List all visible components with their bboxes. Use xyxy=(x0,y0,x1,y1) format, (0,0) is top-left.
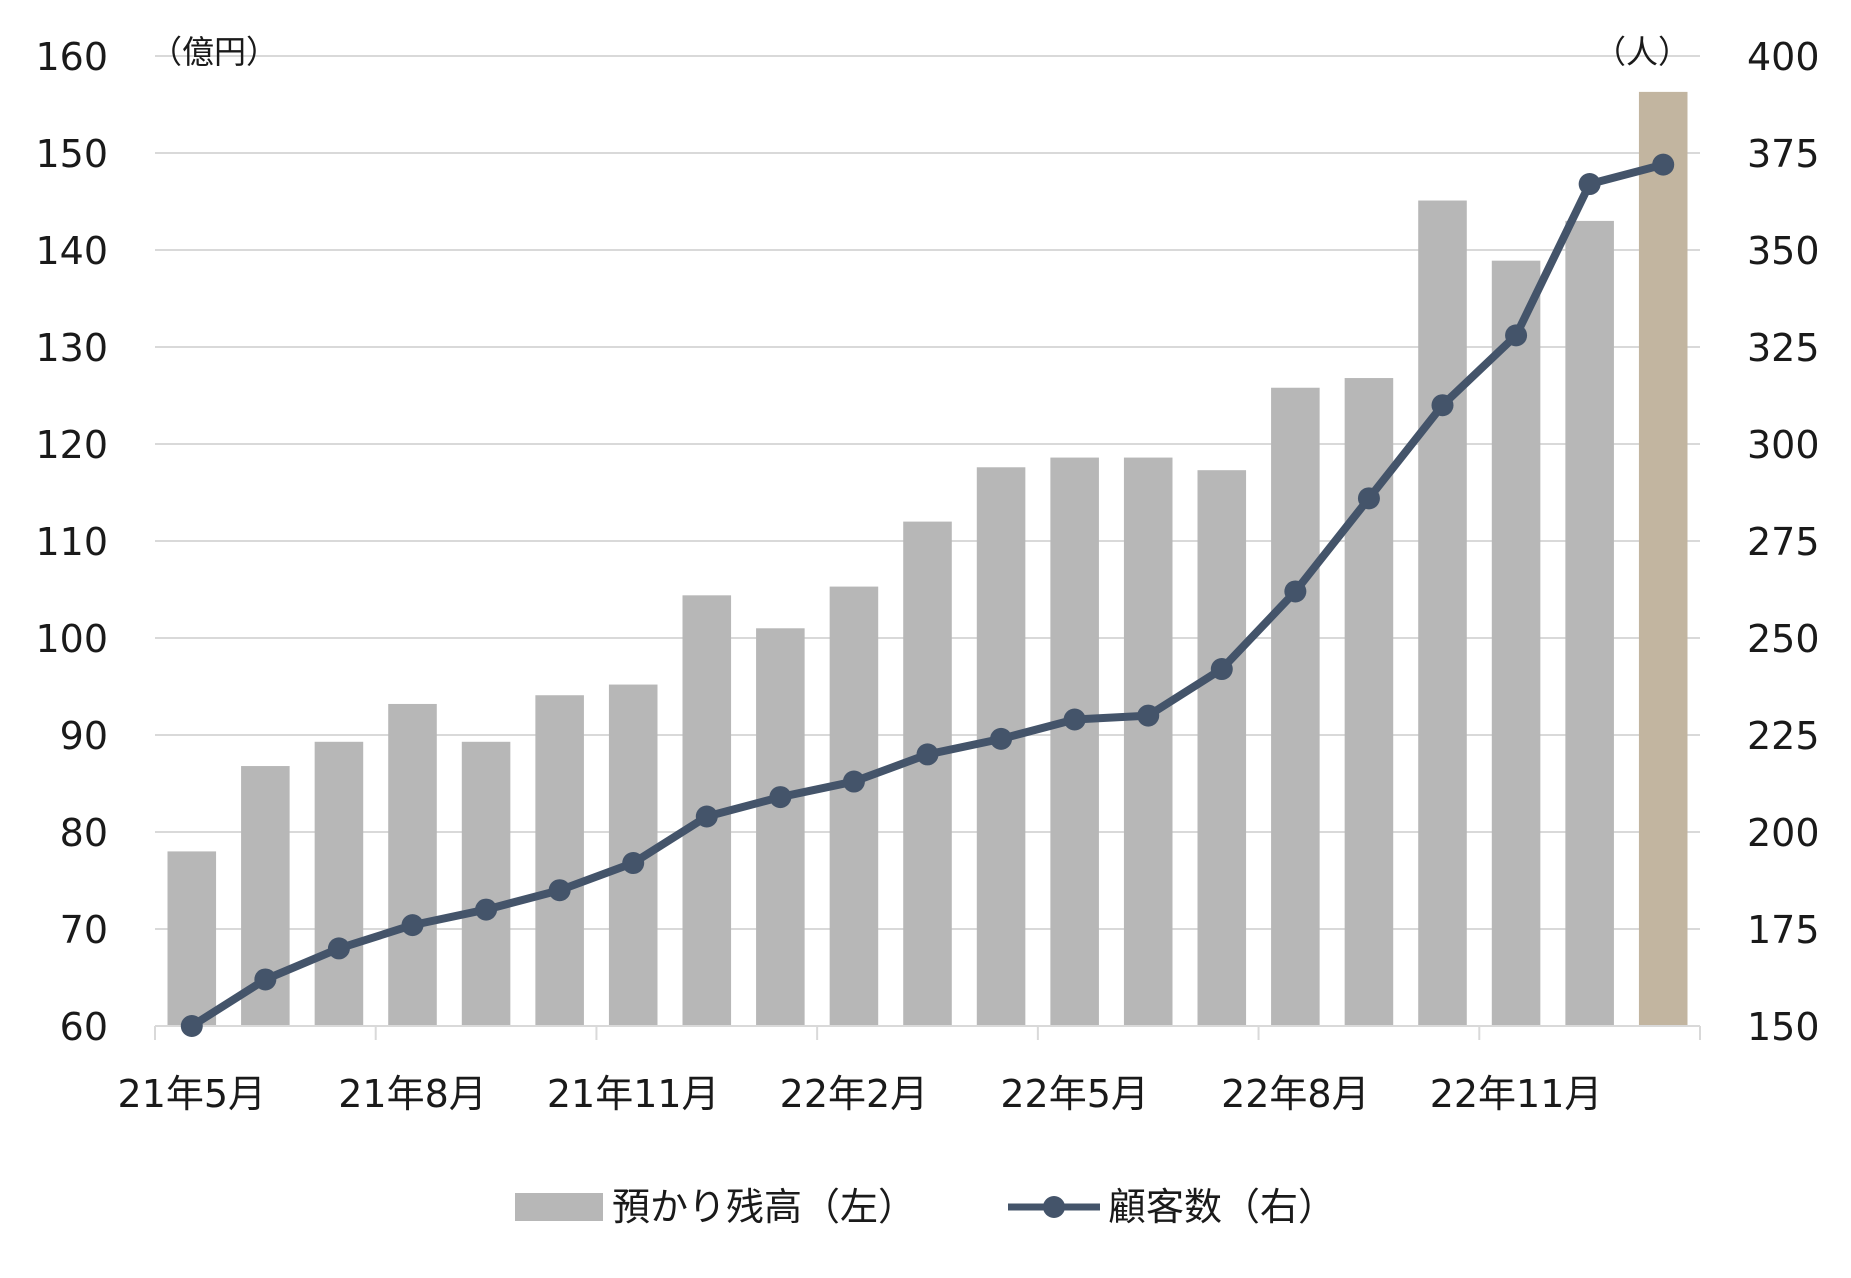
right-y-axis: 150 175 200 225 250 275 300 325 350 375 400 xyxy=(1747,35,1820,1049)
bar xyxy=(829,586,879,1026)
right-y-tick-label: 200 xyxy=(1747,811,1820,855)
left-y-tick-label: 100 xyxy=(35,617,108,661)
x-tick-label: 22年8月 xyxy=(1221,1072,1370,1116)
right-axis-unit: （人） xyxy=(1594,33,1690,71)
line-point xyxy=(475,898,498,921)
bar xyxy=(1565,220,1614,1026)
line-point xyxy=(1357,487,1380,510)
line-point xyxy=(254,968,277,991)
line-point xyxy=(401,914,424,937)
right-y-tick-label: 300 xyxy=(1747,423,1820,467)
line-point xyxy=(1652,153,1675,176)
bar xyxy=(461,741,511,1026)
right-y-tick-label: 325 xyxy=(1747,326,1820,370)
left-y-tick-label: 90 xyxy=(60,714,108,758)
legend-bar-swatch xyxy=(515,1193,603,1221)
left-y-axis: 60 70 80 90 100 110 120 130 140 150 160 xyxy=(35,35,108,1049)
bar xyxy=(903,521,952,1026)
line-point xyxy=(695,805,718,828)
line-point xyxy=(1063,708,1086,731)
bar xyxy=(167,851,217,1026)
line-point xyxy=(1578,173,1601,196)
line-point xyxy=(548,879,571,902)
x-tick-label: 22年2月 xyxy=(780,1072,929,1116)
x-axis: 21年5月 21年8月 21年11月 22年2月 22年5月 22年8月 22年11月 xyxy=(118,1025,1701,1116)
legend-bar-label: 預かり残高（左） xyxy=(612,1185,916,1229)
line-point xyxy=(1284,580,1307,603)
right-y-tick-label: 350 xyxy=(1747,229,1820,273)
bar xyxy=(1491,260,1541,1026)
x-tick-label: 22年11月 xyxy=(1430,1072,1603,1116)
left-y-tick-label: 70 xyxy=(60,908,108,952)
bar xyxy=(535,695,584,1026)
line-point xyxy=(842,770,865,793)
line-point xyxy=(1137,704,1160,727)
left-y-tick-label: 80 xyxy=(60,811,108,855)
right-y-tick-label: 275 xyxy=(1747,520,1820,564)
line-point xyxy=(1505,324,1528,347)
left-y-tick-label: 150 xyxy=(35,132,108,176)
left-y-tick-label: 60 xyxy=(60,1005,108,1049)
legend: 預かり残高（左） 顧客数（右） xyxy=(515,1185,1336,1229)
left-y-tick-label: 110 xyxy=(35,520,108,564)
bar xyxy=(1344,378,1394,1026)
line-point xyxy=(916,743,939,766)
x-tick-label: 21年8月 xyxy=(338,1072,487,1116)
bar xyxy=(1123,457,1173,1027)
right-y-tick-label: 150 xyxy=(1747,1005,1820,1049)
line-point xyxy=(180,1015,203,1037)
bar xyxy=(1197,470,1247,1026)
bar xyxy=(1418,200,1467,1026)
left-y-tick-label: 130 xyxy=(35,326,108,370)
bar xyxy=(1271,387,1320,1026)
left-y-tick-label: 140 xyxy=(35,229,108,273)
line-point xyxy=(327,937,350,960)
left-axis-unit: （億円） xyxy=(150,33,278,71)
line-point xyxy=(769,786,792,809)
right-y-tick-label: 400 xyxy=(1747,35,1820,79)
line-point xyxy=(990,727,1013,750)
bar xyxy=(314,741,364,1026)
x-tick-label: 21年5月 xyxy=(118,1072,267,1116)
x-tick-label: 22年5月 xyxy=(1000,1072,1149,1116)
line-point xyxy=(1210,658,1233,681)
legend-line-label: 顧客数（右） xyxy=(1108,1185,1336,1229)
left-y-tick-label: 120 xyxy=(35,423,108,467)
bar xyxy=(388,703,437,1026)
bar xyxy=(756,628,805,1026)
right-y-tick-label: 175 xyxy=(1747,908,1820,952)
right-y-tick-label: 225 xyxy=(1747,714,1820,758)
bar xyxy=(1050,457,1099,1027)
x-tick-label: 21年11月 xyxy=(547,1072,720,1116)
line-point xyxy=(622,852,645,875)
bar-series xyxy=(167,91,1688,1027)
left-y-tick-label: 160 xyxy=(35,35,108,79)
right-y-tick-label: 250 xyxy=(1747,617,1820,661)
right-y-tick-label: 375 xyxy=(1747,132,1820,176)
line-series xyxy=(180,153,1675,1037)
legend-line-marker xyxy=(1043,1196,1065,1218)
bar xyxy=(1638,91,1688,1026)
line-point xyxy=(1431,394,1454,417)
